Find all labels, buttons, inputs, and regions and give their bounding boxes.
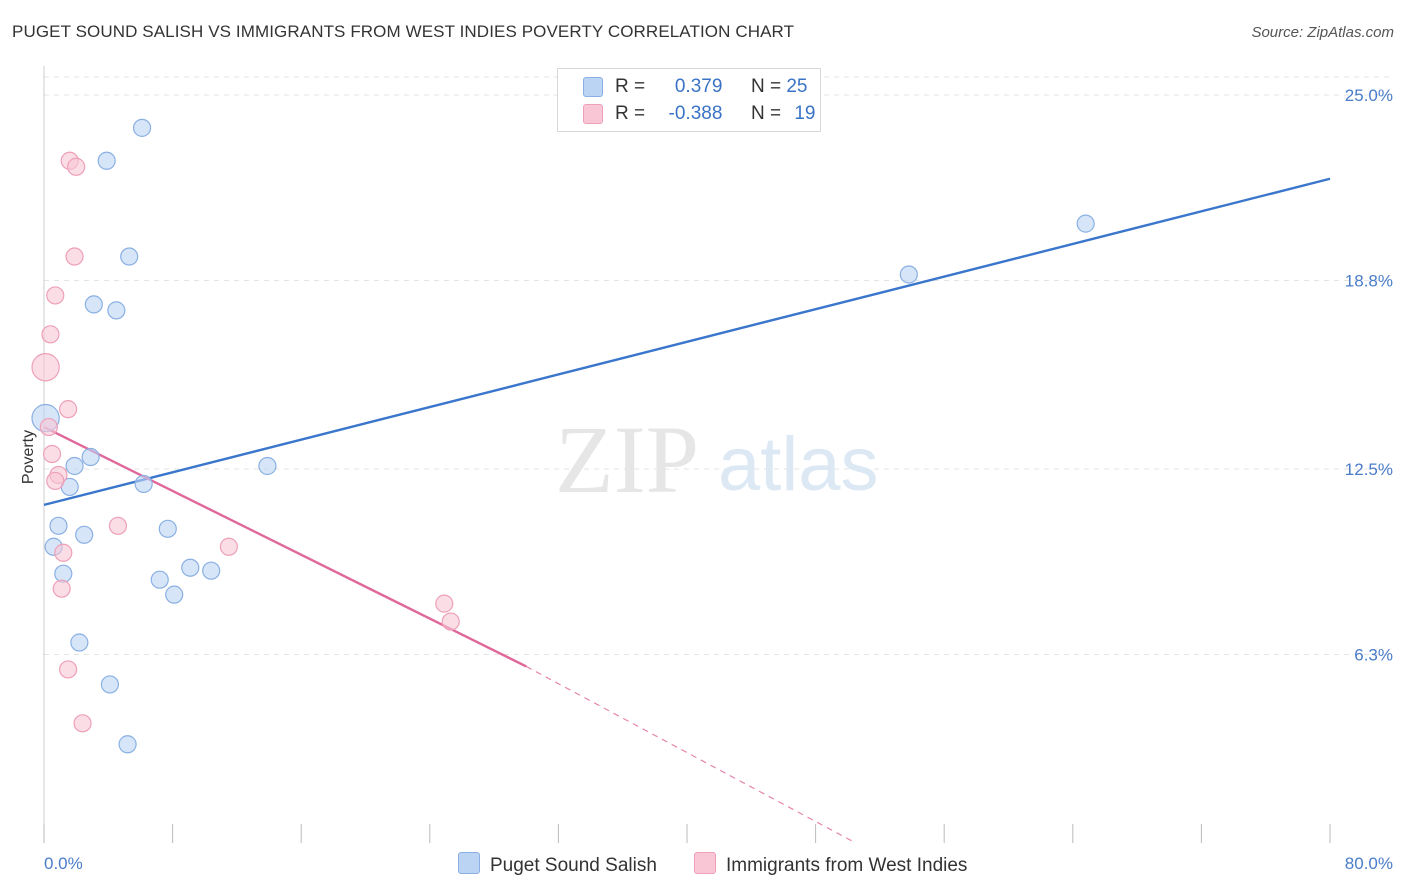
y-axis-title: Poverty	[20, 430, 37, 484]
tick-label-layer: 6.3% 12.5% 18.8% 25.0% 0.0% 80.0%	[44, 86, 1393, 873]
trendline-puget-sound-salish	[43, 177, 1331, 507]
watermark: ZIP atlas	[555, 406, 879, 513]
point-immigrants-west-indies	[108, 516, 128, 535]
legend-r-value: 0.379	[674, 76, 723, 97]
y-tick-label: 6.3%	[1354, 645, 1393, 664]
point-puget-sound-salish	[258, 456, 277, 476]
point-puget-sound-salish	[150, 570, 169, 589]
bottom-legend-puget: Puget Sound Salish	[458, 852, 657, 877]
point-immigrants-west-indies	[441, 612, 460, 631]
point-immigrants-west-indies	[59, 400, 78, 419]
legend-n-value: 19	[794, 103, 816, 124]
point-puget-sound-salish	[100, 675, 120, 694]
point-puget-sound-salish	[134, 474, 153, 494]
point-puget-sound-salish	[132, 118, 152, 137]
point-immigrants-west-indies	[42, 444, 62, 464]
point-immigrants-west-indies	[31, 353, 60, 382]
point-puget-sound-salish	[97, 151, 116, 170]
legend-r-value: -0.388	[668, 103, 723, 124]
point-puget-sound-salish	[120, 247, 139, 266]
correlation-legend: R = 0.379 N = 25 R = -0.388 N = 19	[557, 68, 821, 132]
point-puget-sound-salish	[118, 735, 137, 754]
point-immigrants-west-indies	[59, 660, 78, 679]
point-puget-sound-salish	[107, 301, 126, 320]
point-puget-sound-salish	[54, 564, 73, 583]
y-tick-label: 12.5%	[1345, 460, 1393, 479]
point-immigrants-west-indies	[65, 247, 84, 266]
bottom-legend-swatch-pink	[694, 852, 716, 874]
point-puget-sound-salish	[1076, 214, 1095, 233]
legend-n-label: N =	[750, 76, 782, 97]
point-puget-sound-salish	[65, 456, 84, 476]
point-puget-sound-salish	[181, 558, 200, 577]
point-puget-sound-salish	[84, 295, 103, 314]
points-layer	[31, 118, 1095, 754]
chart-title: PUGET SOUND SALISH VS IMMIGRANTS FROM WE…	[12, 22, 795, 41]
point-immigrants-west-indies	[219, 537, 238, 556]
bottom-legend-westindies: Immigrants from West Indies	[694, 852, 967, 877]
point-immigrants-west-indies	[39, 417, 58, 437]
x-tick-label: 80.0%	[1345, 854, 1393, 873]
legend-swatch-pink	[583, 104, 603, 124]
watermark-atlas: atlas	[718, 422, 879, 507]
bottom-legend-swatch-blue	[458, 852, 480, 874]
point-puget-sound-salish	[165, 585, 184, 604]
legend-r-label: R =	[615, 76, 646, 97]
legend-n-value: 25	[786, 76, 808, 97]
point-immigrants-west-indies	[52, 579, 71, 598]
point-puget-sound-salish	[49, 516, 68, 535]
point-immigrants-west-indies	[54, 543, 73, 562]
point-puget-sound-salish	[202, 561, 221, 580]
point-puget-sound-salish	[81, 447, 100, 467]
bottom-legend-label-puget: Puget Sound Salish	[490, 855, 657, 876]
legend-swatch-blue	[583, 77, 603, 97]
x-tick-label: 0.0%	[44, 854, 83, 873]
point-immigrants-west-indies	[67, 157, 86, 176]
y-tick-label: 18.8%	[1345, 271, 1393, 290]
y-tick-label: 25.0%	[1345, 86, 1393, 105]
legend-r-label: R =	[615, 103, 646, 124]
trendline-immigrants-west-indies	[43, 426, 527, 668]
point-puget-sound-salish	[75, 525, 94, 544]
watermark-zip: ZIP	[555, 406, 699, 513]
point-puget-sound-salish	[899, 265, 918, 284]
source-label: Source: ZipAtlas.com	[1251, 24, 1394, 41]
point-puget-sound-salish	[70, 633, 89, 652]
point-immigrants-west-indies	[435, 594, 454, 613]
point-immigrants-west-indies	[46, 286, 65, 305]
point-immigrants-west-indies	[73, 714, 92, 733]
point-puget-sound-salish	[158, 519, 177, 538]
grid-layer	[44, 76, 1392, 655]
trendline-extension-dashed	[525, 665, 857, 844]
point-immigrants-west-indies	[41, 325, 60, 344]
bottom-legend-label-westindies: Immigrants from West Indies	[726, 855, 968, 876]
point-immigrants-west-indies	[46, 471, 65, 491]
legend-n-label: N =	[750, 103, 782, 124]
